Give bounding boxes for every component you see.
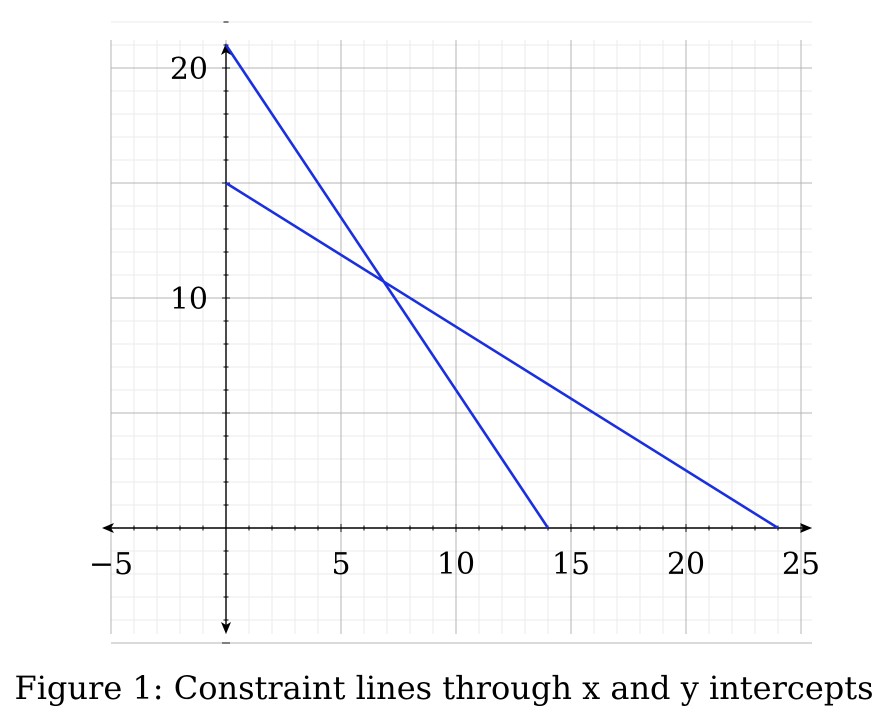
y-axis-arrow-down: [221, 622, 231, 634]
y-tick-label: 20: [170, 52, 208, 87]
x-tick-label: 10: [437, 547, 475, 582]
x-tick-label: 15: [552, 547, 590, 582]
chart-plot: −5 5 10 15 20 25 10 20: [89, 21, 820, 644]
constraint-line-2: [225, 181, 779, 530]
x-tick-label: −5: [89, 547, 133, 582]
constraint-line-1: [224, 44, 550, 529]
tick-labels: −5 5 10 15 20 25 10 20: [89, 52, 820, 582]
x-tick-label: 20: [667, 547, 705, 582]
minor-grid: [111, 21, 812, 634]
axes: [102, 21, 812, 644]
x-tick-label: 5: [331, 547, 350, 582]
series-layer: [224, 44, 779, 530]
y-tick-label: 10: [170, 282, 208, 317]
y-axis-arrow-up: [221, 43, 231, 55]
x-tick-label: 25: [782, 547, 820, 582]
x-axis-arrow-right: [800, 523, 812, 533]
figure-caption: Figure 1: Constraint lines through x and…: [14, 669, 874, 707]
